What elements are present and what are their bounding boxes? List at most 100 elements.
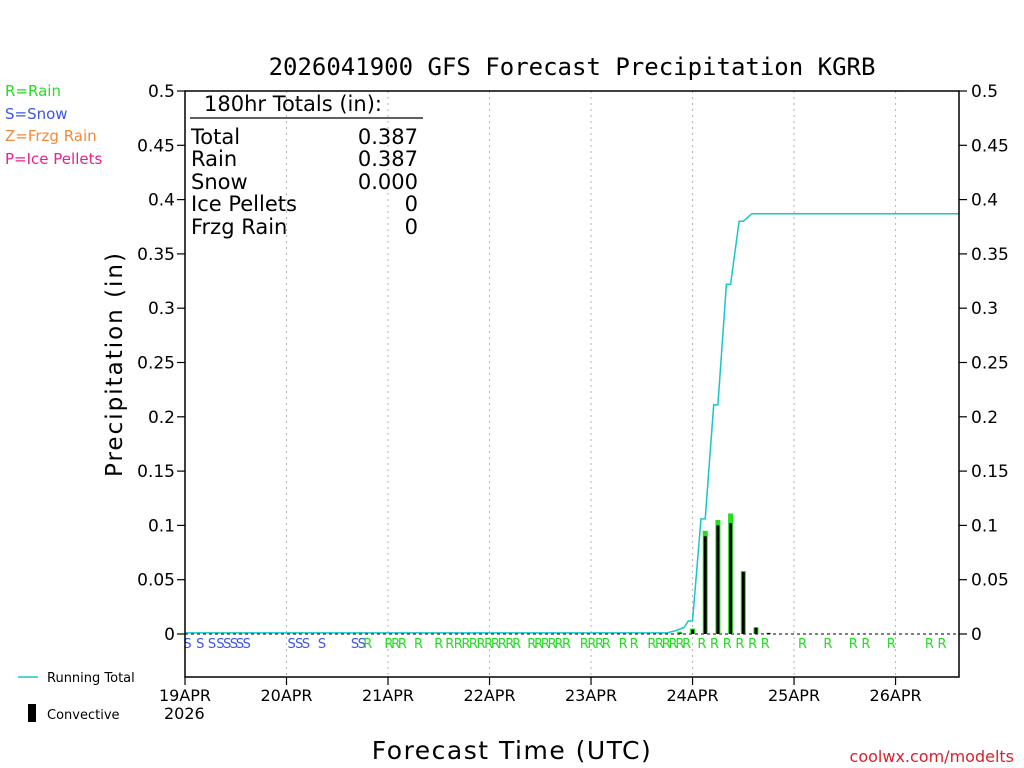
precip-type-marker: R: [735, 637, 744, 652]
precip-type-marker: R: [861, 637, 870, 652]
credit-link[interactable]: coolwx.com/modelts: [850, 747, 1014, 766]
x-axis: 19APR 20APR 21APR 22APR 23APR 24APR 25APR 26APR: [159, 677, 922, 705]
convective-bar: [716, 525, 720, 634]
precip-type-marker: S: [208, 637, 216, 652]
running-total-line-group: [185, 212, 959, 634]
y-tick-label-right: 0.4: [971, 191, 998, 211]
precip-type-marker: R: [630, 637, 639, 652]
grid: [185, 91, 959, 677]
precip-type-marker: R: [398, 637, 407, 652]
x-tick-label: 26APR: [870, 686, 922, 705]
precip-type-marker: S: [318, 637, 326, 652]
y-tick-label-right: 0.3: [971, 299, 998, 319]
year-label: 2026: [164, 704, 205, 723]
totals-value-ice: 0: [405, 192, 418, 216]
totals-label-ice: Ice Pellets: [191, 192, 297, 216]
chart-title: 2026041900 GFS Forecast Precipitation KG…: [269, 53, 876, 81]
precip-type-marker: R: [445, 637, 454, 652]
totals-label-frzg: Frzg Rain: [191, 215, 287, 239]
precip-type-marker: R: [484, 637, 493, 652]
precip-type-marker: R: [602, 637, 611, 652]
y-tick-label-right: 0.1: [971, 516, 998, 536]
precip-type-marker: R: [491, 637, 500, 652]
precip-type-marker: R: [580, 637, 589, 652]
x-axis-label: Forecast Time (UTC): [372, 736, 652, 765]
legend-convective-swatch: [28, 704, 36, 722]
y-axis: 0 00.05 0.050.1 0.10.15 0.150.2 0.20.25 0.250.…: [137, 82, 1009, 645]
precip-type-marker: R: [748, 637, 757, 652]
precip-type-marker: S: [223, 637, 231, 652]
y-tick-label-left: 0: [164, 625, 175, 645]
precip-type-marker: R: [461, 637, 470, 652]
precip-type-marker: R: [562, 637, 571, 652]
x-tick-label: 20APR: [260, 686, 312, 705]
precip-type-marker: R: [669, 637, 678, 652]
y-tick-label-left: 0.35: [137, 245, 175, 265]
x-tick-label: 25APR: [768, 686, 820, 705]
precip-type-marker: R: [710, 637, 719, 652]
precip-type-marker: R: [823, 637, 832, 652]
precip-type-marker: R: [384, 637, 393, 652]
x-tick-label: 22APR: [463, 686, 515, 705]
precip-type-marker: S: [196, 637, 204, 652]
legend-running-total: Running Total: [47, 671, 135, 686]
precip-type-marker: S: [287, 637, 295, 652]
precip-type-marker: R: [391, 637, 400, 652]
legend-frzg: Z=Frzg Rain: [5, 127, 97, 145]
legend-rain: R=Rain: [5, 82, 61, 100]
totals-box: 180hr Totals (in): Total 0.387 Rain 0.38…: [190, 92, 423, 239]
totals-value-rain: 0.387: [358, 147, 418, 171]
y-tick-label-left: 0.25: [137, 354, 175, 374]
precip-type-marker: R: [595, 637, 604, 652]
y-axis-label: Precipitation (in): [102, 251, 128, 477]
y-tick-label-right: 0.5: [971, 82, 998, 102]
totals-value-total: 0.387: [358, 125, 418, 149]
totals-label-snow: Snow: [191, 170, 248, 194]
totals-header: 180hr Totals (in):: [204, 92, 382, 116]
y-tick-label-right: 0.25: [971, 354, 1009, 374]
precip-type-marker: S: [295, 637, 303, 652]
y-tick-label-left: 0.15: [137, 462, 175, 482]
convective-bar: [741, 572, 745, 634]
y-tick-label-left: 0.3: [148, 299, 175, 319]
precip-type-marker: R: [647, 637, 656, 652]
precip-type-marker: S: [358, 637, 366, 652]
precip-type-marker: R: [849, 637, 858, 652]
y-tick-label-right: 0: [971, 625, 982, 645]
y-tick-label-left: 0.45: [137, 136, 175, 156]
precip-type-marker: R: [434, 637, 443, 652]
x-tick-label: 24APR: [667, 686, 719, 705]
precip-type-marker: R: [527, 637, 536, 652]
x-tick-label: 19APR: [159, 686, 211, 705]
precip-type-marker: R: [554, 637, 563, 652]
legend-snow: S=Snow: [5, 105, 68, 123]
convective-bar: [678, 632, 682, 634]
convective-bar: [729, 523, 733, 634]
precip-type-marker: R: [619, 637, 628, 652]
precip-type-marker: S: [183, 637, 191, 652]
precip-type-marker: R: [587, 637, 596, 652]
y-tick-label-right: 0.2: [971, 408, 998, 428]
precip-type-marker: R: [534, 637, 543, 652]
totals-value-snow: 0.000: [358, 170, 418, 194]
y-tick-label-right: 0.45: [971, 136, 1009, 156]
precip-type-marker: R: [662, 637, 671, 652]
precip-type-marker: R: [498, 637, 507, 652]
precip-type-marker: R: [761, 637, 770, 652]
precip-type-marker: R: [541, 637, 550, 652]
convective-bar: [691, 629, 695, 634]
convective-bar: [703, 536, 707, 634]
precip-type-marker: R: [548, 637, 557, 652]
x-tick-label: 23APR: [565, 686, 617, 705]
precip-type-marker: S: [302, 637, 310, 652]
precip-type-marker: R: [414, 637, 423, 652]
y-tick-label-left: 0.4: [148, 191, 175, 211]
precip-type-marker: R: [505, 637, 514, 652]
y-tick-label-right: 0.15: [971, 462, 1009, 482]
bars: [677, 513, 772, 634]
y-tick-label-right: 0.05: [971, 571, 1009, 591]
precip-type-marker: R: [454, 637, 463, 652]
precip-type-marker: R: [887, 637, 896, 652]
